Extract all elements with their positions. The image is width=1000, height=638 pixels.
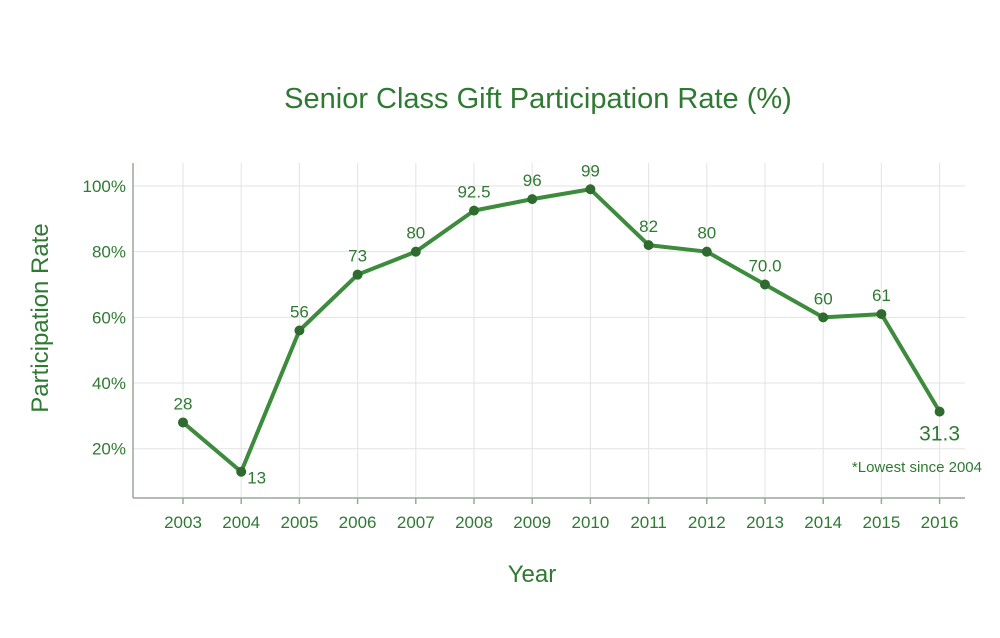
x-axis-title: Year bbox=[508, 561, 557, 588]
y-tick-label: 40% bbox=[92, 374, 126, 393]
data-label: 99 bbox=[581, 161, 600, 180]
data-label: 80 bbox=[697, 224, 716, 243]
data-label: 96 bbox=[523, 171, 542, 190]
y-tick-label: 100% bbox=[83, 177, 126, 196]
data-point bbox=[876, 309, 887, 320]
chart-title: Senior Class Gift Participation Rate (%) bbox=[284, 83, 792, 115]
x-tick-label: 2008 bbox=[455, 513, 493, 532]
data-label: 92.5 bbox=[457, 183, 490, 202]
data-label: 28 bbox=[174, 394, 193, 413]
data-label: 70.0 bbox=[748, 257, 781, 276]
data-label: 73 bbox=[348, 247, 367, 266]
data-point bbox=[410, 246, 421, 257]
x-tick-label: 2004 bbox=[222, 513, 260, 532]
x-tick-label: 2005 bbox=[280, 513, 318, 532]
x-tick-label: 2011 bbox=[630, 513, 667, 532]
x-tick-label: 2007 bbox=[397, 513, 435, 532]
data-point bbox=[818, 312, 829, 323]
data-point bbox=[236, 466, 247, 477]
data-point bbox=[643, 240, 654, 251]
data-label: 60 bbox=[814, 289, 833, 308]
data-point bbox=[527, 194, 538, 205]
data-point bbox=[701, 246, 712, 257]
data-point bbox=[469, 205, 479, 216]
data-point bbox=[585, 184, 596, 195]
data-label: 13 bbox=[247, 469, 266, 488]
x-tick-label: 2013 bbox=[746, 513, 784, 532]
y-tick-labels: 20% 40% 60% 80% 100% bbox=[83, 177, 126, 459]
data-point bbox=[934, 406, 945, 417]
data-point bbox=[178, 417, 188, 428]
x-tick-label: 2009 bbox=[513, 513, 551, 532]
x-tick-label: 2006 bbox=[339, 513, 377, 532]
data-label: 61 bbox=[872, 286, 891, 305]
y-tick-label: 60% bbox=[92, 308, 126, 327]
data-point bbox=[352, 269, 363, 280]
data-point bbox=[760, 279, 770, 290]
annotation: *Lowest since 2004 bbox=[852, 459, 982, 476]
x-tick-label: 2012 bbox=[688, 513, 726, 532]
series bbox=[178, 184, 945, 477]
y-axis-title: Participation Rate bbox=[27, 223, 54, 412]
y-tick-label: 20% bbox=[92, 440, 126, 459]
data-point bbox=[294, 325, 305, 336]
data-label: 82 bbox=[639, 217, 658, 236]
x-tick-label: 2014 bbox=[804, 513, 842, 532]
x-tick-label: 2015 bbox=[862, 513, 900, 532]
data-labels: 28 13 56 73 80 92.5 96 99 82 80 70.0 60 61 31.3 bbox=[174, 161, 960, 487]
y-tick-label: 80% bbox=[92, 243, 126, 262]
x-tick-label: 2003 bbox=[164, 513, 202, 532]
grid bbox=[133, 163, 965, 498]
data-label: 31.3 bbox=[919, 423, 960, 446]
data-label: 80 bbox=[406, 224, 425, 243]
x-tick-label: 2010 bbox=[571, 513, 609, 532]
x-tick-label: 2016 bbox=[921, 513, 959, 532]
series-line bbox=[181, 187, 942, 474]
x-tick-labels: 2003 2004 2005 2006 2007 2008 2009 2010 2011 2012… bbox=[164, 498, 959, 532]
data-label: 56 bbox=[290, 303, 309, 322]
